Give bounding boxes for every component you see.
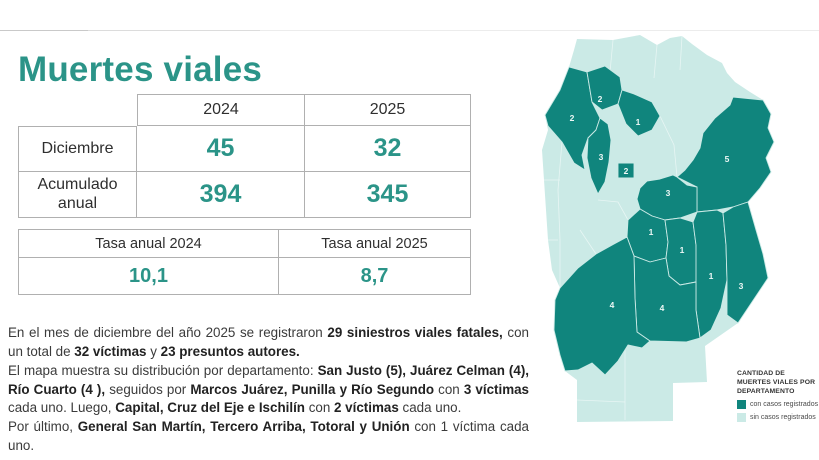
legend-title: CANTIDAD DE MUERTES VIALES POR DEPARTAME… — [737, 370, 816, 395]
summary-segment: Capital, Cruz del Eje e Ischilín — [115, 400, 305, 416]
department-shape-capital — [617, 162, 635, 179]
legend-swatch-with-cases — [737, 400, 746, 410]
summary-segment: con — [434, 381, 464, 397]
legend-swatch-without-cases — [737, 413, 746, 423]
cordoba-map: 2 2 1 3 2 5 3 1 1 1 3 4 4 — [542, 35, 775, 422]
page-title: Muertes viales — [18, 50, 263, 89]
summary-segment: con 1 víctima cada uno. — [8, 419, 529, 453]
department-label-río-segundo: 3 — [666, 188, 671, 198]
summary-segment: General San Martín, Tercero Arriba, Toto… — [77, 419, 410, 435]
summary-segment: Por último, — [8, 419, 78, 435]
summary-segment: El mapa muestra su distribución por depa… — [8, 362, 318, 378]
row-label-acumulado: Acumulado anual — [18, 172, 137, 218]
rate-header-2024: Tasa anual 2024 — [18, 229, 279, 258]
col-header-2024: 2024 — [137, 94, 305, 126]
department-shape-rio-cuarto — [553, 236, 651, 376]
summary-segment: y — [146, 344, 161, 360]
value-diciembre-2025: 32 — [305, 126, 471, 172]
summary-segment: seguidos por — [105, 381, 191, 397]
department-label-marcos-juárez: 3 — [739, 281, 744, 291]
rate-value-2024: 10,1 — [18, 258, 279, 295]
summary-segment: 32 víctimas — [74, 344, 147, 360]
department-label-totoral: 1 — [636, 117, 641, 127]
summary-segment: 2 víctimas — [334, 400, 399, 416]
rate-header-2025: Tasa anual 2025 — [279, 229, 471, 258]
legend-item-with-cases: con casos registrados — [737, 400, 819, 410]
department-label-juárez-celman: 4 — [660, 303, 665, 313]
summary-segment: Marcos Juárez, Punilla y Río Segundo — [190, 381, 435, 397]
row-label-diciembre: Diciembre — [18, 126, 137, 172]
summary-segment: con — [304, 400, 335, 416]
department-label-punilla: 3 — [599, 152, 604, 162]
top-divider — [260, 30, 819, 31]
department-label-general-san-martín: 1 — [680, 245, 685, 255]
col-header-2025: 2025 — [305, 94, 471, 126]
top-divider — [88, 30, 260, 31]
table-corner-cell — [18, 94, 137, 126]
department-label-cruz-del-eje: 2 — [570, 113, 575, 123]
department-label-capital: 2 — [624, 166, 629, 176]
comparison-table: 2024 2025 Diciembre 45 32 Acumulado anua… — [18, 94, 471, 218]
rate-value-2025: 8,7 — [279, 258, 471, 295]
department-shape-punilla — [586, 117, 612, 195]
department-label-ischilín: 2 — [598, 94, 603, 104]
summary-segment: En el mes de diciembre del año 2025 se r… — [8, 325, 328, 341]
top-divider — [0, 30, 88, 31]
department-labels: 2 2 1 3 2 5 3 1 1 1 3 4 4 — [570, 94, 744, 313]
legend-label-without-cases: sin casos registrados — [750, 414, 816, 422]
summary-segment: San Justo (5), Juárez Celman (4), Río Cu… — [8, 362, 529, 397]
summary-segment: cada uno. Luego, — [8, 400, 116, 416]
legend-item-without-cases: sin casos registrados — [737, 413, 819, 423]
summary-segment: 3 víctimas — [463, 381, 529, 397]
summary-segment: 29 siniestros viales fatales, — [327, 325, 503, 341]
department-label-san-justo: 5 — [725, 154, 730, 164]
legend-label-with-cases: con casos registrados — [750, 401, 819, 409]
value-diciembre-2024: 45 — [137, 126, 305, 172]
department-shape-marcos-juarez — [722, 201, 769, 324]
department-label-río-cuarto: 4 — [610, 300, 615, 310]
department-border-lines — [544, 35, 683, 420]
department-label-unión: 1 — [709, 271, 714, 281]
department-label-tercero-arriba: 1 — [649, 227, 654, 237]
summary-segment: cada uno. — [398, 400, 462, 416]
department-shape-totoral — [617, 89, 661, 137]
value-acumulado-2024: 394 — [137, 172, 305, 218]
value-acumulado-2025: 345 — [305, 172, 471, 218]
map-legend: CANTIDAD DE MUERTES VIALES POR DEPARTAME… — [737, 370, 819, 423]
summary-text: En el mes de diciembre del año 2025 se r… — [8, 324, 529, 455]
summary-segment: 23 presuntos autores. — [160, 344, 300, 360]
rate-table: Tasa anual 2024 Tasa anual 2025 10,1 8,7 — [18, 229, 471, 295]
summary-segment: con un total de — [8, 325, 529, 360]
